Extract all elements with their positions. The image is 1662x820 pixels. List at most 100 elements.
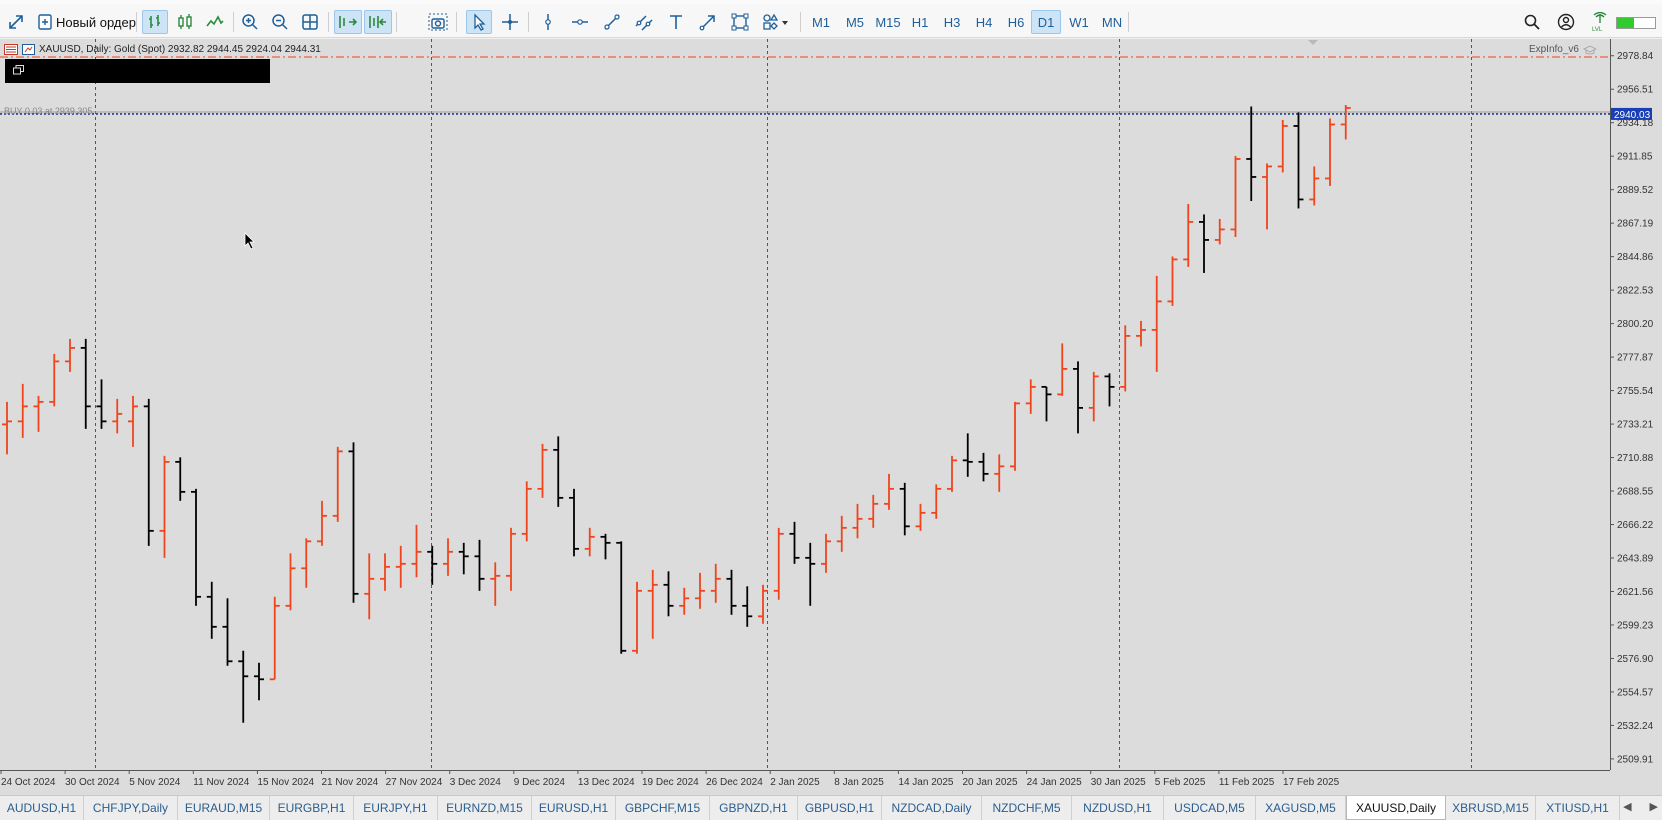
line-chart-icon[interactable]: [203, 10, 227, 34]
chart-trade-icon[interactable]: [22, 44, 35, 55]
price-tick-label: 2599.23: [1617, 620, 1654, 631]
symbol-tab[interactable]: NZDCHF,M5: [982, 796, 1072, 820]
symbol-tab[interactable]: EURGBP,H1: [270, 796, 354, 820]
separator: [136, 12, 137, 32]
scroll-right-icon[interactable]: ▶: [1649, 801, 1658, 813]
symbol-tab[interactable]: XAUUSD,Daily: [1346, 796, 1446, 820]
new-order-button[interactable]: Новый ордер: [38, 10, 136, 34]
svg-text:LVL: LVL: [1592, 27, 1603, 32]
price-tick-label: 2978.84: [1617, 51, 1654, 62]
restore-window-icon[interactable]: [13, 65, 24, 75]
chart-menu-icon[interactable]: [4, 44, 18, 55]
collapsed-panel[interactable]: [5, 59, 270, 83]
price-tick-label: 2710.88: [1617, 453, 1654, 464]
new-order-icon: [38, 14, 52, 30]
symbol-tab[interactable]: EURAUD,M15: [178, 796, 270, 820]
time-tick-label: 19 Dec 2024: [642, 777, 699, 788]
more-objects-icon[interactable]: [760, 10, 792, 34]
crosshair-icon[interactable]: [498, 10, 522, 34]
timeframe-h6[interactable]: H6: [1007, 14, 1025, 30]
account-icon[interactable]: [1554, 10, 1578, 34]
price-tick-label: 2777.87: [1617, 353, 1654, 364]
time-tick-label: 26 Dec 2024: [706, 777, 763, 788]
chart-window[interactable]: 2978.84 2956.51 2934.18 2911.85 2889.52 2867.…: [0, 39, 1662, 795]
symbol-tab[interactable]: GBPUSD,H1: [798, 796, 882, 820]
shapes-icon[interactable]: [728, 10, 752, 34]
price-chart[interactable]: 2978.84 2956.51 2934.18 2911.85 2889.52 2867.…: [0, 39, 1662, 795]
zoom-out-icon[interactable]: [268, 10, 292, 34]
price-tick-label: 2509.91: [1617, 754, 1654, 765]
price-tick-label: 2733.21: [1617, 420, 1654, 431]
search-icon[interactable]: [1520, 10, 1544, 34]
arrow-icon[interactable]: [696, 10, 720, 34]
bar-chart-icon[interactable]: [142, 10, 168, 34]
tile-windows-icon[interactable]: [298, 10, 322, 34]
timeframe-m15[interactable]: M15: [875, 14, 901, 30]
separator: [800, 12, 801, 32]
symbol-tab[interactable]: EURUSD,H1: [532, 796, 616, 820]
autoscroll-icon[interactable]: [334, 10, 362, 34]
symbol-tab[interactable]: EURNZD,M15: [438, 796, 532, 820]
plot-area: [0, 39, 1610, 770]
signal-level-icon[interactable]: LVL: [1588, 10, 1612, 34]
separator: [1128, 12, 1129, 32]
horizontal-line-icon[interactable]: [568, 10, 592, 34]
time-tick-label: 8 Jan 2025: [834, 777, 884, 788]
separator: [396, 12, 397, 32]
expand-icon[interactable]: [4, 10, 28, 34]
time-tick-label: 27 Nov 2024: [386, 777, 443, 788]
symbol-tab[interactable]: NZDUSD,H1: [1072, 796, 1164, 820]
vertical-line-icon[interactable]: [536, 10, 560, 34]
separator: [233, 12, 234, 32]
time-tick-label: 24 Jan 2025: [1027, 777, 1082, 788]
price-tick-label: 2911.85: [1617, 152, 1653, 163]
time-tick-label: 21 Nov 2024: [322, 777, 379, 788]
text-icon[interactable]: [664, 10, 688, 34]
timeframe-mn[interactable]: MN: [1101, 14, 1123, 30]
indicator-label: ExpInfo_v6: [1528, 44, 1579, 55]
toolbar: Новый ордер: [0, 4, 1662, 38]
screenshot-icon[interactable]: [426, 10, 450, 34]
timeframe-h1[interactable]: H1: [911, 14, 929, 30]
symbol-tab[interactable]: XBRUSD,M15: [1446, 796, 1536, 820]
zoom-in-icon[interactable]: [238, 10, 262, 34]
time-tick-label: 13 Dec 2024: [578, 777, 635, 788]
price-tick-label: 2956.51: [1617, 85, 1654, 96]
price-tick-label: 2889.52: [1617, 185, 1654, 196]
symbol-tab[interactable]: GBPNZD,H1: [710, 796, 798, 820]
symbol-info: XAUUSD, Daily: Gold (Spot) 2932.82 2944.…: [39, 44, 321, 55]
timeframe-m1[interactable]: M1: [811, 14, 831, 30]
chart-shift-marker: [1308, 40, 1318, 45]
price-axis: [1610, 39, 1662, 795]
symbol-tab[interactable]: AUDUSD,H1: [0, 796, 84, 820]
timeframe-h4[interactable]: H4: [975, 14, 993, 30]
scroll-left-icon[interactable]: ◀: [1623, 801, 1632, 813]
price-tick-label: 2554.57: [1617, 687, 1654, 698]
price-tick-label: 2822.53: [1617, 286, 1654, 297]
cursor-icon[interactable]: [466, 10, 492, 34]
symbol-tab[interactable]: GBPCHF,M15: [616, 796, 710, 820]
price-tick-label: 2755.54: [1617, 386, 1654, 397]
chart-shift-icon[interactable]: [364, 10, 392, 34]
trendline-icon[interactable]: [600, 10, 624, 34]
candlestick-icon[interactable]: [173, 10, 197, 34]
timeframe-w1[interactable]: W1: [1069, 14, 1089, 30]
current-price-box: [1611, 107, 1652, 120]
channel-icon[interactable]: [632, 10, 656, 34]
price-tick-label: 2621.56: [1617, 587, 1654, 598]
timeframe-h3[interactable]: H3: [943, 14, 961, 30]
symbol-tab[interactable]: CHFJPY,Daily: [84, 796, 178, 820]
price-tick-label: 2844.86: [1617, 252, 1654, 263]
indicator-panel: ExpInfo_v6: [1529, 44, 1597, 55]
timeframe-d1[interactable]: D1: [1031, 10, 1061, 34]
indicator-hat-icon[interactable]: [1583, 44, 1597, 55]
symbol-tab[interactable]: NZDCAD,Daily: [882, 796, 982, 820]
timeframe-m5[interactable]: M5: [845, 14, 865, 30]
connection-strength-bar[interactable]: [1616, 17, 1656, 29]
symbol-tab[interactable]: XTIUSD,H1: [1536, 796, 1620, 820]
symbol-tab[interactable]: XAGUSD,M5: [1256, 796, 1346, 820]
symbol-tab[interactable]: EURJPY,H1: [354, 796, 438, 820]
time-tick-label: 2 Jan 2025: [770, 777, 820, 788]
time-tick-label: 24 Oct 2024: [1, 777, 56, 788]
symbol-tab[interactable]: USDCAD,M5: [1164, 796, 1256, 820]
